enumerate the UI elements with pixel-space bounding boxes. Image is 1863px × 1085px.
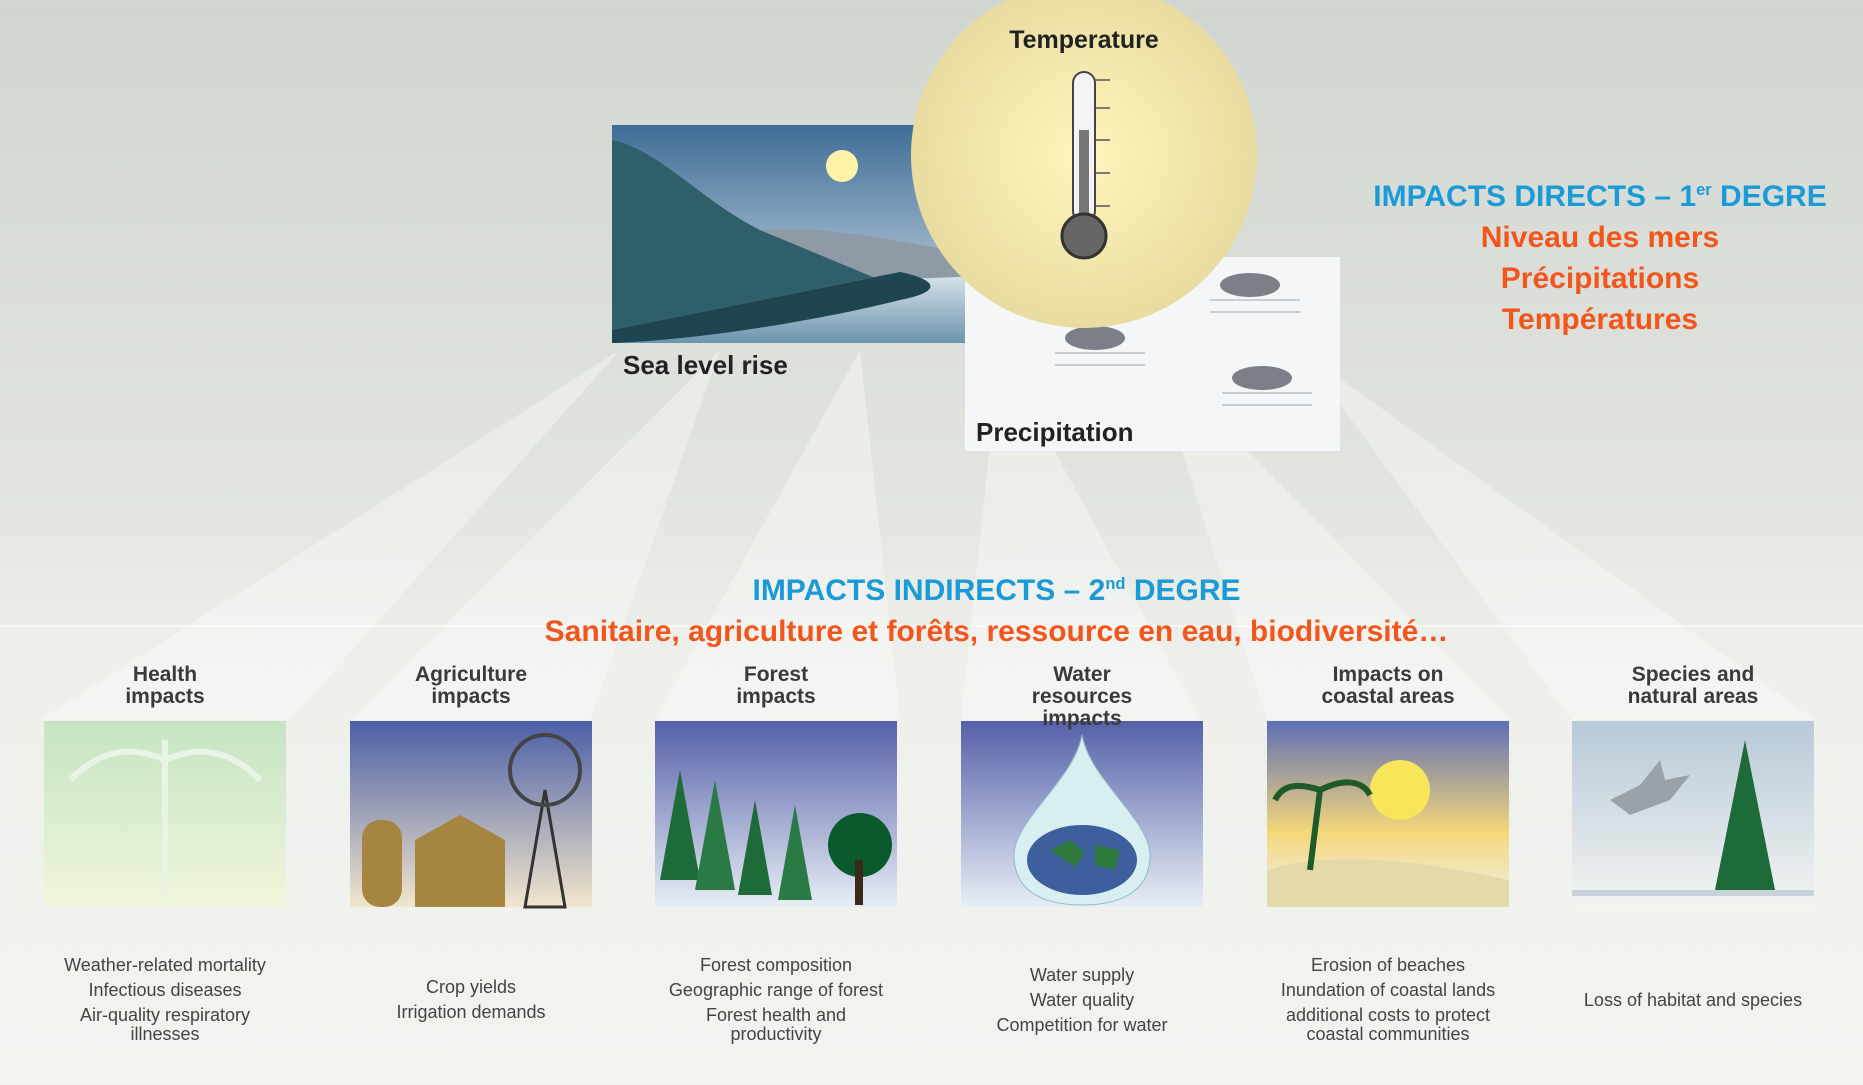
sea-level-label: Sea level rise: [623, 350, 788, 380]
panel-item: Forest composition: [699, 955, 853, 975]
health-image: [44, 721, 286, 907]
indirect-heading: IMPACTS INDIRECTS – 2nd DEGRE: [0, 564, 1863, 611]
panel-items: Crop yields Irrigation demands: [341, 930, 601, 1070]
panel-item: additional costs to protect coastal comm…: [1285, 1005, 1491, 1044]
heading-text: IMPACTS DIRECTS – 1: [1373, 180, 1697, 213]
panel-items: Forest composition Geographic range of fo…: [646, 930, 906, 1070]
panel-title: Health impacts: [125, 663, 205, 708]
direct-heading: IMPACTS DIRECTS – 1er DEGRE: [1320, 170, 1863, 217]
coastal-image: [1267, 721, 1509, 907]
panel-items: Weather-related mortality Infectious dise…: [35, 930, 295, 1070]
panel-title: Water resources impacts: [1031, 663, 1133, 730]
direct-line: Températures: [1501, 303, 1699, 336]
direct-lines: Niveau des mers Précipitations Température…: [1320, 217, 1863, 340]
heading-rest: DEGRE: [1711, 180, 1827, 213]
panel-items: Water supply Water quality Competition for…: [952, 930, 1212, 1070]
panel-items: Erosion of beaches Inundation of coastal …: [1258, 930, 1518, 1070]
indirect-impacts: IMPACTS INDIRECTS – 2nd DEGRE Sanitaire,…: [0, 564, 1863, 652]
agriculture-image: [350, 721, 592, 909]
water-image: [961, 721, 1203, 907]
panel-item: Weather-related mortality: [64, 955, 266, 975]
precipitation-label: Precipitation: [976, 417, 1134, 447]
panel-item: Crop yields: [425, 977, 517, 997]
panel-items: Loss of habitat and species: [1563, 930, 1823, 1070]
panel-item: Inundation of coastal lands: [1280, 980, 1496, 1000]
heading-sup: nd: [1105, 575, 1126, 593]
direct-line: Précipitations: [1500, 262, 1700, 295]
panel-item: Forest health and productivity: [705, 1005, 847, 1044]
direct-impacts: IMPACTS DIRECTS – 1er DEGRE Niveau des m…: [1320, 170, 1863, 340]
panel-item: Erosion of beaches: [1310, 955, 1466, 975]
panel-item: Irrigation demands: [396, 1002, 546, 1022]
panel-title: Agriculture impacts: [414, 663, 527, 708]
panel-item: Geographic range of forest: [668, 980, 884, 1000]
panel-title: Impacts on coastal areas: [1321, 663, 1455, 708]
light-fans: [40, 350, 1815, 720]
heading-text: IMPACTS INDIRECTS – 2: [752, 574, 1106, 607]
panel-item: Water quality: [1029, 989, 1135, 1010]
temperature-label: Temperature: [1009, 26, 1159, 54]
panel-title: Species and natural areas: [1627, 663, 1759, 708]
panel-item: Air-quality respiratory illnesses: [79, 1005, 251, 1044]
indirect-subtitle: Sanitaire, agriculture et forêts, ressou…: [544, 615, 1449, 648]
panel-item: Loss of habitat and species: [1583, 989, 1803, 1010]
panel-item: Infectious diseases: [88, 980, 242, 1000]
species-image: [1572, 721, 1814, 907]
heading-sup: er: [1696, 181, 1712, 199]
panel-item: Competition for water: [996, 1014, 1168, 1035]
forest-image: [655, 721, 897, 907]
temperature-image: [911, 0, 1257, 328]
panel-title: Forest impacts: [736, 663, 816, 708]
direct-line: Niveau des mers: [1480, 221, 1720, 254]
heading-rest: DEGRE: [1125, 574, 1241, 607]
panel-item: Water supply: [1029, 964, 1135, 985]
